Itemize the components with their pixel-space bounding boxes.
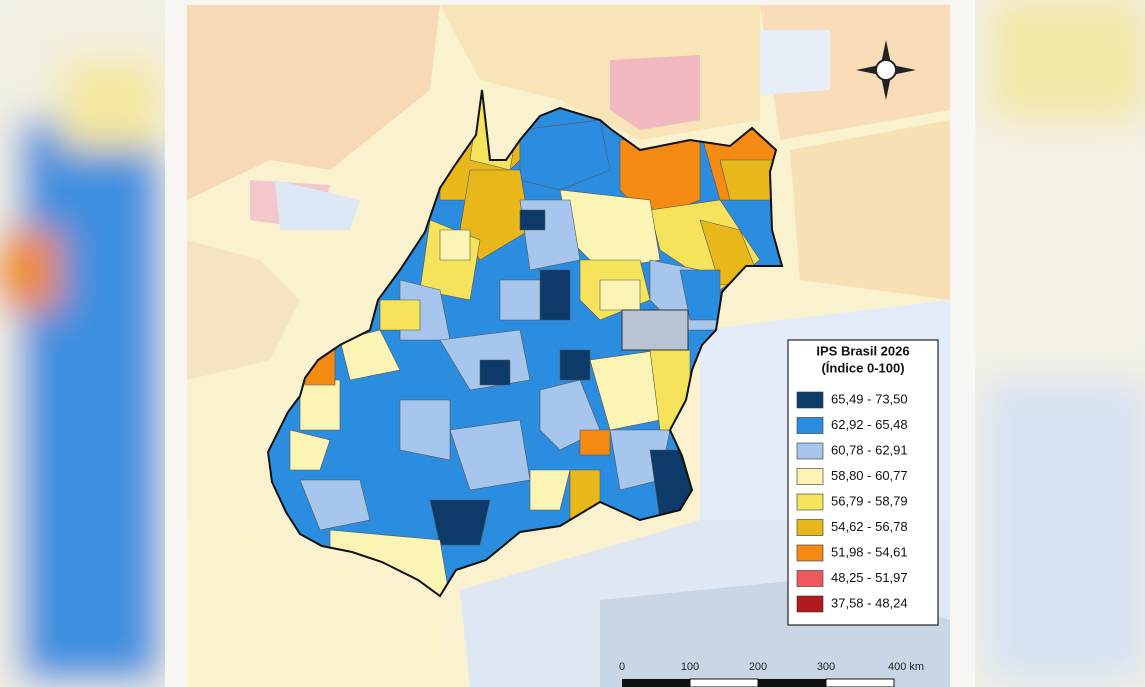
legend-label: 37,58 - 48,24 <box>831 595 908 610</box>
legend-swatch <box>796 493 824 511</box>
state-outline <box>266 89 784 598</box>
legend-title: IPS Brasil 2026 <box>816 343 909 358</box>
federal-district <box>621 309 689 351</box>
legend: IPS Brasil 2026 (Índice 0-100) 65,49 - 7… <box>787 339 939 626</box>
scale-label: 200 <box>749 661 767 673</box>
legend-label: 65,49 - 73,50 <box>831 391 908 406</box>
legend-swatch <box>796 468 824 485</box>
legend-swatch <box>796 570 824 587</box>
compass <box>856 40 916 100</box>
legend-swatch <box>796 595 824 613</box>
legend-swatch <box>796 544 824 562</box>
legend-swatch <box>796 519 824 536</box>
scale-label: 300 <box>817 661 835 673</box>
scale-label: 0 <box>619 661 625 673</box>
legend-label: 60,78 - 62,91 <box>831 442 908 457</box>
legend-swatch <box>796 417 824 434</box>
legend-swatch <box>796 391 824 409</box>
legend-label: 58,80 - 60,77 <box>831 468 908 483</box>
legend-subtitle: (Índice 0-100) <box>821 360 904 375</box>
legend-label: 51,98 - 54,61 <box>831 544 908 559</box>
scale-label: 100 <box>681 661 699 673</box>
scale-label: 400 km <box>888 661 924 673</box>
legend-label: 54,62 - 56,78 <box>831 519 908 534</box>
legend-label: 56,79 - 58,79 <box>831 493 908 508</box>
legend-label: 48,25 - 51,97 <box>831 570 908 585</box>
scale-bar: 0 100 200 300 400 km <box>619 661 924 687</box>
legend-label: 62,92 - 65,48 <box>831 417 908 432</box>
legend-swatch <box>796 442 824 460</box>
